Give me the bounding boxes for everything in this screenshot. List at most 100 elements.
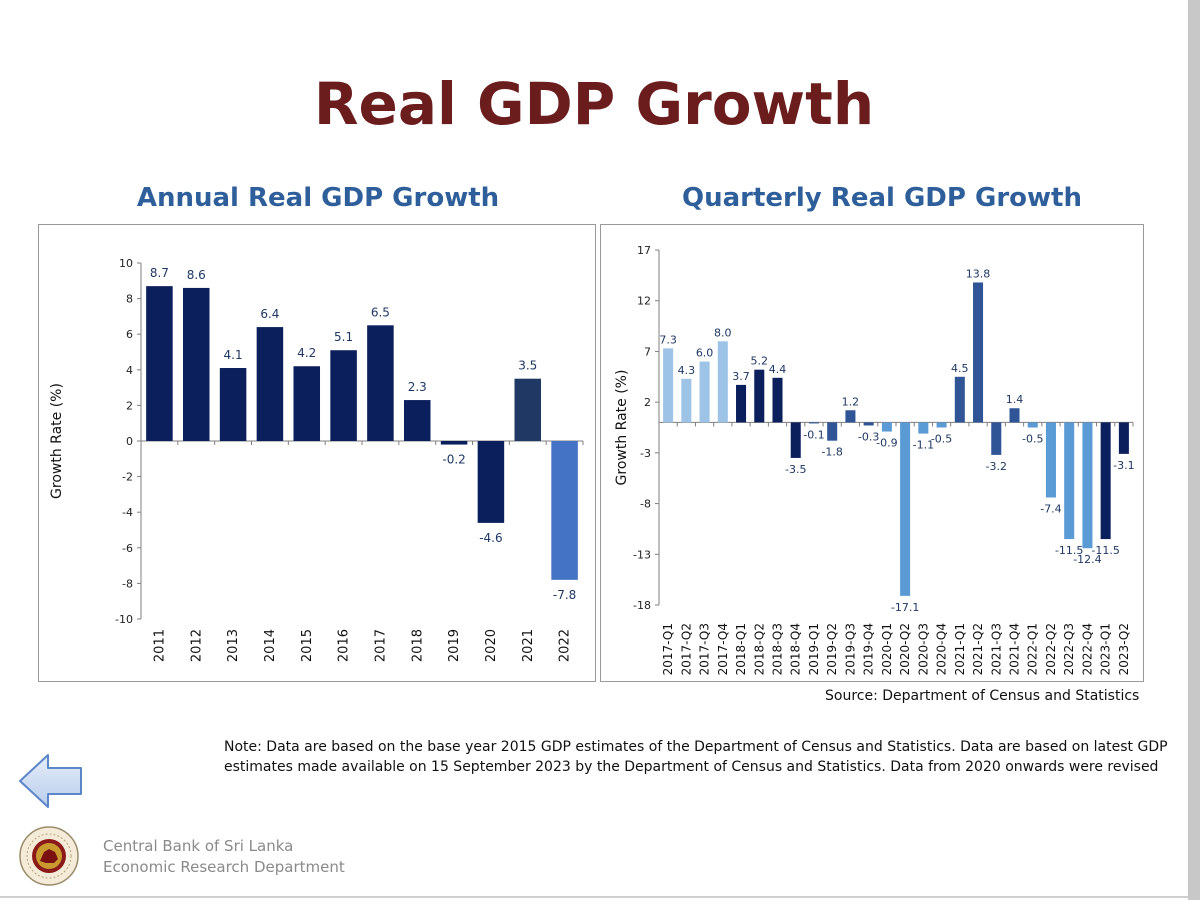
data-label: 6.5 <box>371 305 390 319</box>
slide-bottom-border <box>0 896 1188 898</box>
x-category-label: 2023-Q2 <box>1117 623 1131 675</box>
x-category-label: 2018 <box>410 629 425 662</box>
x-category-label: 2017 <box>373 629 388 662</box>
x-category-label: 2020-Q3 <box>916 623 930 675</box>
x-category-label: 2017-Q2 <box>679 623 693 675</box>
data-label: -17.1 <box>891 601 919 614</box>
data-label: -3.2 <box>986 460 1007 473</box>
data-label: -3.5 <box>785 463 806 476</box>
y-tick-label: -4 <box>122 506 133 519</box>
annual-gdp-chart: 10 8 6 4 2 0 -2 -4 -6 -8 -10 Growth Rate (%) 8.7 2011… <box>49 257 584 662</box>
bar-2021 <box>514 378 542 441</box>
quarterly-chart-title: Quarterly Real GDP Growth <box>682 183 1082 213</box>
bar-2022-Q4 <box>1082 422 1093 549</box>
data-label: 3.5 <box>518 359 537 373</box>
x-category-label: 2011 <box>152 629 167 662</box>
bar-2017 <box>367 325 394 441</box>
bank-logo <box>18 825 80 891</box>
bar-2022 <box>551 441 578 580</box>
y-tick-label: 10 <box>119 257 133 270</box>
bar-2017-Q4 <box>717 341 728 423</box>
bar-2023-Q1 <box>1100 422 1111 540</box>
bar-2020-Q4 <box>936 422 947 428</box>
x-category-label: 2020 <box>484 629 499 662</box>
data-label: 1.2 <box>842 395 860 408</box>
bar-2012 <box>182 287 210 441</box>
x-category-label: 2019-Q3 <box>843 623 857 675</box>
y-tick-label: 12 <box>637 295 651 308</box>
bar-2019-Q2 <box>827 422 838 441</box>
data-label: 8.7 <box>150 266 169 280</box>
y-tick-label: -18 <box>633 599 651 612</box>
central-bank-seal-icon <box>19 826 79 886</box>
data-label: 7.3 <box>659 333 677 346</box>
bar-2014 <box>256 327 284 441</box>
y-tick-label: 2 <box>126 399 133 412</box>
data-label: -11.5 <box>1091 544 1119 557</box>
data-label: -12.4 <box>1073 553 1101 566</box>
x-category-label: 2019-Q2 <box>825 623 839 675</box>
x-category-label: 2018-Q4 <box>789 623 803 675</box>
x-category-label: 2018-Q2 <box>752 623 766 675</box>
bar-2021-Q3 <box>991 422 1002 455</box>
data-label: 5.2 <box>751 355 769 368</box>
x-category-label: 2020-Q4 <box>935 623 949 675</box>
bar-2018-Q1 <box>736 384 747 423</box>
x-category-label: 2021-Q3 <box>989 623 1003 675</box>
x-category-label: 2012 <box>189 629 204 662</box>
y-tick-label: 4 <box>126 364 133 377</box>
data-label: -0.9 <box>876 437 897 450</box>
bar-2019-Q1 <box>808 422 819 424</box>
x-category-label: 2019-Q1 <box>807 623 821 675</box>
back-button[interactable] <box>18 752 84 814</box>
x-category-label: 2021-Q2 <box>971 623 985 675</box>
y-tick-label: 7 <box>644 345 651 358</box>
data-label: 4.2 <box>297 346 316 360</box>
x-category-label: 2020-Q2 <box>898 623 912 675</box>
data-label: 4.4 <box>769 363 787 376</box>
bar-2020-Q1 <box>881 422 892 432</box>
data-label: 8.0 <box>714 326 732 339</box>
footnote: Note: Data are based on the base year 20… <box>224 739 1168 775</box>
bar-2017-Q3 <box>699 361 710 423</box>
x-category-label: 2022-Q4 <box>1080 623 1094 675</box>
x-category-label: 2022-Q1 <box>1026 623 1040 675</box>
x-category-label: 2020-Q1 <box>880 623 894 675</box>
y-tick-label: -6 <box>122 542 133 555</box>
bar-2013 <box>219 368 247 441</box>
x-category-label: 2014 <box>263 629 278 662</box>
x-category-label: 2023-Q1 <box>1099 623 1113 675</box>
bar-2018-Q4 <box>790 422 801 458</box>
bar-2016 <box>330 350 357 441</box>
y-tick-label: 6 <box>126 328 133 341</box>
y-tick-label: 8 <box>126 293 133 306</box>
y-axis-title: Growth Rate (%) <box>49 383 65 499</box>
data-label: 1.4 <box>1006 393 1024 406</box>
bar-2020-Q2 <box>900 422 911 596</box>
data-label: 6.4 <box>260 307 279 321</box>
data-label: -1.1 <box>913 439 934 452</box>
data-label: -11.5 <box>1055 544 1083 557</box>
data-label: -7.4 <box>1040 502 1061 515</box>
bar-2023-Q2 <box>1118 422 1129 454</box>
bar-2021-Q1 <box>954 376 965 423</box>
data-label: 4.1 <box>224 348 243 362</box>
org-name: Central Bank of Sri Lanka <box>103 837 294 855</box>
data-label: 4.5 <box>951 362 969 375</box>
x-category-label: 2017-Q1 <box>661 623 675 675</box>
window-right-edge <box>1188 0 1200 900</box>
x-category-label: 2022 <box>558 629 573 662</box>
x-category-label: 2017-Q3 <box>698 623 712 675</box>
bar-2011 <box>146 286 173 441</box>
y-tick-label: -8 <box>122 577 133 590</box>
x-category-label: 2021-Q1 <box>953 623 967 675</box>
bar-2017-Q2 <box>681 378 692 423</box>
x-category-label: 2022-Q2 <box>1044 623 1058 675</box>
data-label: 5.1 <box>334 330 353 344</box>
y-tick-label: 17 <box>637 244 651 257</box>
data-label: 3.7 <box>732 370 750 383</box>
data-label: -1.8 <box>821 446 842 459</box>
page-title: Real GDP Growth <box>313 70 875 138</box>
data-label: -0.5 <box>931 433 952 446</box>
data-label: -7.8 <box>553 588 576 602</box>
